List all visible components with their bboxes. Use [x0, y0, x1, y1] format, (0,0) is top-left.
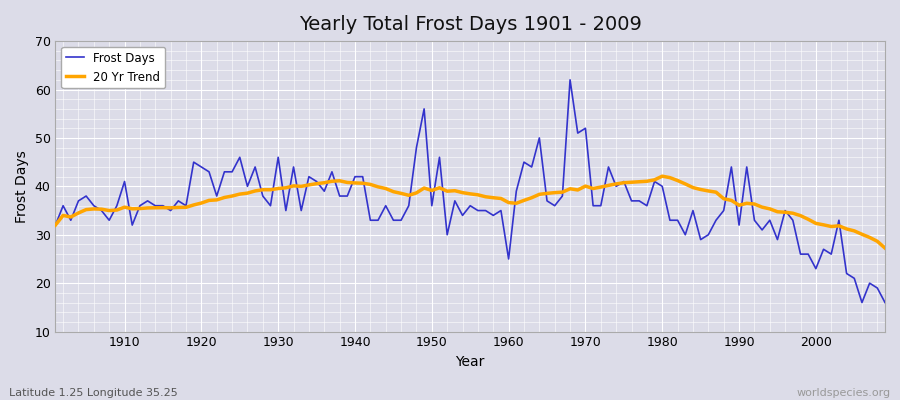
Title: Yearly Total Frost Days 1901 - 2009: Yearly Total Frost Days 1901 - 2009 — [299, 15, 642, 34]
Line: Frost Days: Frost Days — [56, 80, 885, 302]
Frost Days — [503, 256, 514, 261]
Frost Days — [879, 300, 890, 305]
20 Yr Trend — [596, 185, 607, 190]
20 Yr Trend — [657, 174, 668, 178]
20 Yr Trend — [879, 246, 890, 250]
Frost Days — [50, 223, 61, 228]
Frost Days — [112, 203, 122, 208]
20 Yr Trend — [496, 196, 507, 201]
Text: Latitude 1.25 Longitude 35.25: Latitude 1.25 Longitude 35.25 — [9, 388, 178, 398]
Frost Days — [327, 170, 338, 174]
Line: 20 Yr Trend: 20 Yr Trend — [56, 176, 885, 248]
20 Yr Trend — [112, 208, 122, 212]
20 Yr Trend — [327, 179, 338, 184]
20 Yr Trend — [50, 223, 61, 228]
Frost Days — [564, 78, 575, 82]
Text: worldspecies.org: worldspecies.org — [796, 388, 891, 398]
Legend: Frost Days, 20 Yr Trend: Frost Days, 20 Yr Trend — [61, 47, 165, 88]
Frost Days — [496, 208, 507, 213]
Frost Days — [603, 164, 614, 169]
X-axis label: Year: Year — [455, 355, 485, 369]
Frost Days — [281, 208, 292, 213]
Y-axis label: Frost Days: Frost Days — [15, 150, 29, 223]
Frost Days — [857, 300, 868, 305]
20 Yr Trend — [281, 185, 292, 190]
20 Yr Trend — [503, 200, 514, 205]
